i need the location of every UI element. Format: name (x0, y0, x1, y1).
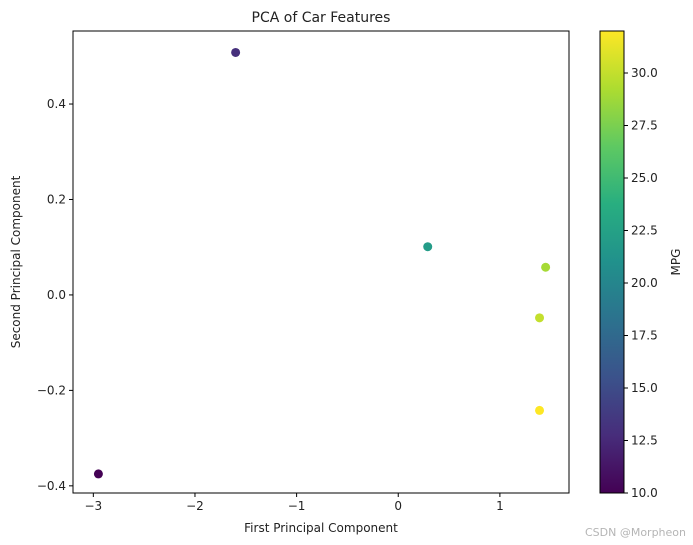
colorbar-tick-label: 25.0 (631, 171, 658, 185)
y-tick-label: 0.2 (47, 192, 66, 206)
x-tick-label: −2 (186, 499, 204, 513)
scatter-point (541, 262, 551, 272)
y-tick-label: −0.2 (37, 383, 66, 397)
colorbar-tick-label: 27.5 (631, 119, 658, 133)
x-axis-label: First Principal Component (244, 521, 398, 535)
y-axis-label: Second Principal Component (9, 175, 23, 348)
colorbar-tick-label: 10.0 (631, 486, 658, 500)
x-tick-label: 0 (394, 499, 402, 513)
colorbar (599, 30, 625, 494)
colorbar-tick-label: 30.0 (631, 66, 658, 80)
colorbar-tick-label: 20.0 (631, 276, 658, 290)
colorbar-tick-label: 15.0 (631, 381, 658, 395)
colorbar-label: MPG (669, 249, 683, 276)
y-axis: −0.4 −0.2 0.0 0.2 0.4 (37, 97, 73, 493)
plot-frame (72, 30, 570, 494)
y-tick-label: 0.4 (47, 97, 66, 111)
y-tick-label: 0.0 (47, 288, 66, 302)
x-tick-label: −1 (288, 499, 306, 513)
colorbar-tick-label: 22.5 (631, 224, 658, 238)
scatter-point (423, 242, 433, 252)
watermark: CSDN @Morpheon (585, 526, 686, 539)
scatter-point (535, 405, 545, 415)
plot-area (93, 47, 551, 479)
scatter-point (93, 469, 103, 479)
x-tick-label: −3 (84, 499, 102, 513)
x-axis: −3 −2 −1 0 1 (84, 493, 504, 513)
y-tick-label: −0.4 (37, 479, 66, 493)
scatter-point (231, 47, 241, 57)
colorbar-tick-label: 12.5 (631, 434, 658, 448)
colorbar-axis: 10.0 12.5 15.0 17.5 20.0 22.5 25.0 27.5 30.0 (624, 66, 658, 500)
colorbar-tick-label: 17.5 (631, 329, 658, 343)
scatter-point (535, 313, 545, 323)
chart-title: PCA of Car Features (252, 10, 391, 26)
x-tick-label: 1 (496, 499, 504, 513)
